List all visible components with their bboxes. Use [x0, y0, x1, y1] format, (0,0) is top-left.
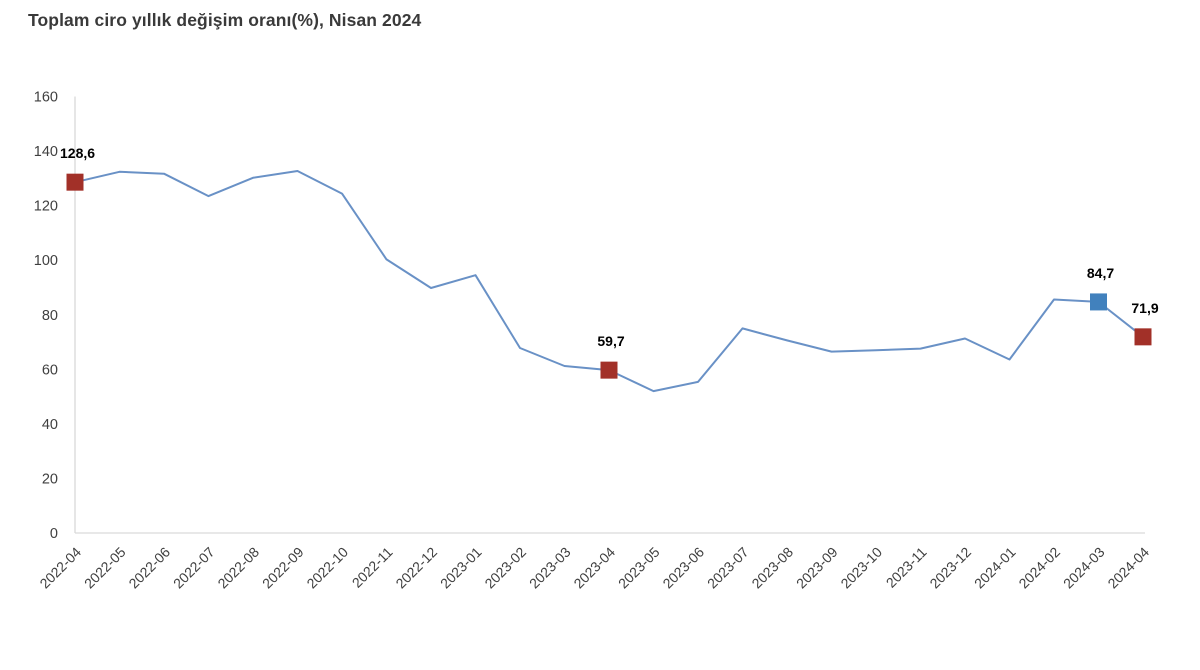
y-tick-label: 0 [50, 526, 58, 542]
x-tick-label: 2022-08 [214, 544, 262, 592]
x-tick-label: 2024-01 [971, 544, 1019, 592]
x-tick-label: 2023-09 [793, 544, 841, 592]
y-tick-label: 140 [34, 144, 58, 160]
chart-title: Toplam ciro yıllık değişim oranı(%), Nis… [28, 10, 422, 30]
x-tick-label: 2023-02 [481, 544, 529, 592]
x-tick-label: 2023-10 [837, 544, 885, 592]
point-value-label: 59,7 [597, 333, 624, 349]
x-tick-label: 2024-03 [1060, 544, 1108, 592]
x-tick-label: 2022-11 [349, 544, 396, 591]
x-tick-label: 2023-05 [615, 544, 663, 592]
y-tick-label: 160 [34, 90, 58, 106]
x-tick-label: 2023-07 [704, 544, 752, 592]
highlight-marker [66, 173, 84, 191]
point-value-label: 128,6 [60, 145, 95, 161]
point-value-label: 71,9 [1131, 300, 1158, 316]
x-tick-label: 2023-08 [748, 544, 796, 592]
x-tick-label: 2024-02 [1015, 544, 1063, 592]
x-tick-label: 2022-05 [81, 544, 129, 592]
y-tick-label: 20 [42, 471, 58, 487]
x-tick-label: 2023-12 [926, 544, 974, 592]
point-value-label: 84,7 [1087, 265, 1114, 281]
x-tick-label: 2022-09 [259, 544, 307, 592]
x-tick-label: 2023-06 [659, 544, 707, 592]
y-tick-label: 100 [34, 253, 58, 269]
x-tick-label: 2023-03 [526, 544, 574, 592]
y-tick-label: 60 [42, 362, 58, 378]
x-tick-label: 2022-10 [303, 544, 351, 592]
x-tick-label: 2022-07 [170, 544, 218, 592]
highlight-marker [1134, 328, 1152, 346]
x-tick-label: 2023-01 [437, 544, 485, 592]
x-tick-label: 2022-12 [392, 544, 440, 592]
x-tick-label: 2024-04 [1104, 544, 1152, 592]
highlight-marker [1090, 293, 1107, 311]
series-line [74, 170, 1144, 393]
x-tick-label: 2022-06 [125, 544, 173, 592]
highlight-marker [600, 361, 618, 379]
y-tick-label: 40 [42, 417, 58, 433]
y-tick-label: 80 [42, 308, 58, 324]
y-tick-label: 120 [34, 199, 58, 215]
x-tick-label: 2023-04 [570, 544, 618, 592]
x-tick-label: 2022-04 [36, 544, 84, 592]
x-tick-label: 2023-11 [883, 544, 930, 591]
